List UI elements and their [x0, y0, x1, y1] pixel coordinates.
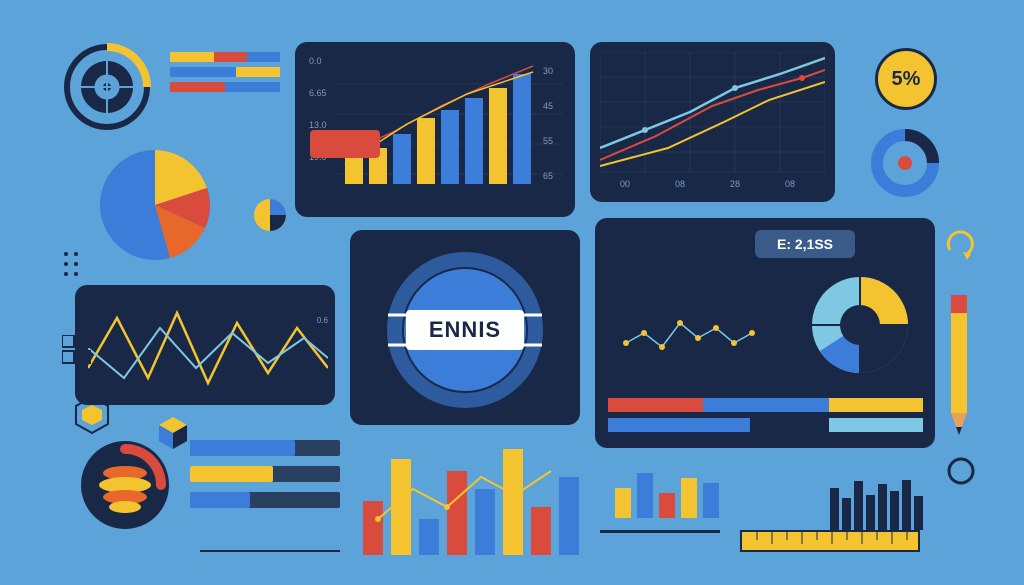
y-label: 0.0 [309, 56, 322, 66]
mini-pie-icon [250, 195, 290, 235]
percent-value: 5% [892, 68, 921, 91]
x-label: 08 [675, 179, 685, 189]
deco-grid-icon [62, 335, 92, 365]
r-label: 45 [543, 101, 553, 111]
pie-chart-left [90, 140, 220, 270]
deco-line [200, 550, 340, 552]
top-line-chart: 00 08 28 08 [590, 42, 835, 202]
zigzag-chart: 0.6 [75, 285, 335, 405]
y-label: 6.65 [309, 88, 327, 98]
hexagon-icon [72, 395, 112, 435]
mini-bars-bottom-right [830, 460, 930, 530]
x-label: 00 [620, 179, 630, 189]
mini-bar-cluster [615, 458, 735, 518]
scatter-panel [608, 295, 788, 390]
h-stacked-bars [608, 398, 923, 432]
x-label: 28 [730, 179, 740, 189]
pencil-icon [945, 295, 973, 445]
deco-line [600, 530, 720, 533]
metric-pill: E: 2,1SS [755, 230, 855, 258]
donut-small-icon [870, 128, 940, 198]
y-label: 13.0 [309, 120, 327, 130]
r-label: 30 [543, 66, 553, 76]
callout-box [310, 130, 380, 158]
r-label: 65 [543, 171, 553, 181]
deco-dots-left [62, 250, 82, 280]
percent-badge: 5% [875, 48, 937, 110]
center-badge-label-box: ENNIS [406, 310, 524, 350]
stacked-bars-top [170, 52, 280, 92]
donut-chart-right [800, 265, 920, 385]
y-label: 0.6 [317, 316, 328, 325]
cube-icon [155, 415, 191, 451]
progress-bars [190, 440, 340, 508]
center-badge-label: ENNIS [429, 317, 501, 343]
x-label: 08 [785, 179, 795, 189]
metric-value: E: 2,1SS [777, 236, 833, 252]
deco-arrow-icon [945, 230, 975, 260]
deco-circle-icon [945, 455, 977, 487]
bottom-bar-chart [355, 435, 585, 555]
r-label: 55 [543, 136, 553, 146]
ruler-icon [740, 530, 920, 552]
target-gauge-icon [62, 42, 152, 132]
